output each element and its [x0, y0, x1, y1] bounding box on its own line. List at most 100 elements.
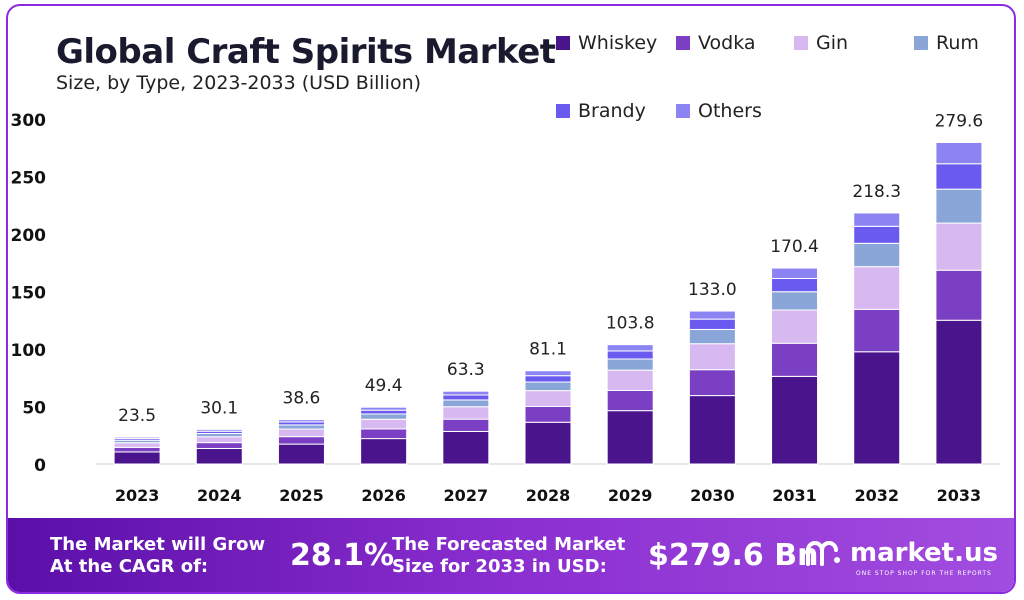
bar-segment-vodka [442, 418, 490, 432]
bar-total-label: 170.4 [770, 237, 819, 257]
x-tick-label: 2033 [937, 486, 982, 505]
bar-segment-brandy [442, 394, 490, 401]
cagr-label-line-1: The Market will Grow [50, 534, 266, 555]
bar-segment-vodka [113, 446, 161, 453]
legend-item-others: Others [676, 100, 762, 122]
legend-swatch-brandy [556, 104, 570, 118]
bar-segment-whiskey [442, 430, 490, 465]
x-tick-label: 2024 [197, 486, 242, 505]
y-tick-label: 0 [34, 456, 46, 476]
bar-segment-gin [524, 390, 572, 408]
y-tick-label: 50 [22, 399, 46, 419]
stacked-bar-chart: 0 50 100 150 200 250 300 23.5 2023 30.1 2024 38.6 20… [11, 111, 1000, 505]
legend-label-brandy: Brandy [578, 100, 646, 122]
bar-segment-gin [688, 343, 736, 371]
legend-item-whiskey: Whiskey [556, 32, 657, 54]
bar-segment-gin [771, 309, 819, 344]
market-us-logo-icon [806, 541, 840, 566]
legend-label-vodka: Vodka [698, 32, 756, 54]
bar-segment-rum [935, 188, 983, 224]
legend-item-brandy: Brandy [556, 100, 646, 122]
y-tick-label: 150 [11, 284, 47, 304]
bar-segment-rum [277, 424, 325, 430]
cagr-value: 28.1% [290, 538, 395, 573]
bar-segment-gin [195, 436, 243, 444]
bar-total-label: 38.6 [283, 389, 321, 409]
bar-segment-others [113, 436, 161, 439]
x-tick-label: 2029 [608, 486, 653, 505]
chart-subtitle: Size, by Type, 2023-2033 (USD Billion) [56, 72, 422, 94]
x-tick-label: 2026 [361, 486, 406, 505]
bar-segment-gin [442, 406, 490, 420]
forecast-label-line-1: The Forecasted Market [392, 534, 626, 555]
x-tick-label: 2030 [690, 486, 735, 505]
legend-label-gin: Gin [816, 32, 849, 54]
forecast-value: $279.6 Bn [648, 538, 819, 573]
legend-label-rum: Rum [936, 32, 979, 54]
bar-segment-rum [688, 328, 736, 345]
bar-segment-vodka [360, 428, 408, 440]
bar-segment-whiskey [853, 351, 901, 465]
legend-item-gin: Gin [794, 32, 848, 54]
bar-segment-rum [524, 381, 572, 392]
bar-segment-rum [606, 358, 654, 371]
legend-item-rum: Rum [914, 32, 979, 54]
bar-segment-others [853, 212, 901, 227]
bar-segment-gin [853, 266, 901, 310]
cagr-label-line-2: At the CAGR of: [50, 556, 209, 577]
bar-segment-brandy [688, 318, 736, 330]
forecast-label-line-2: Size for 2033 in USD: [392, 556, 607, 577]
legend-swatch-vodka [676, 36, 690, 50]
bar-segment-whiskey [195, 447, 243, 465]
bar-segment-vodka [277, 436, 325, 445]
bar-segment-others [360, 406, 408, 411]
bar-segment-brandy [853, 225, 901, 244]
y-tick-label: 300 [11, 111, 47, 131]
bar-segment-others [524, 370, 572, 377]
x-tick-label: 2028 [526, 486, 571, 505]
bar-segment-vodka [195, 442, 243, 449]
bar-segment-whiskey [360, 438, 408, 465]
bar-segment-vodka [688, 369, 736, 397]
bar-segment-rum [360, 413, 408, 420]
bar-total-label: 279.6 [935, 111, 984, 131]
bar-segment-whiskey [606, 410, 654, 465]
bar-segment-brandy [935, 163, 983, 190]
bar-segment-whiskey [771, 375, 819, 465]
bar-segment-others [606, 344, 654, 352]
bar-segment-whiskey [277, 443, 325, 465]
bar-segment-gin [360, 418, 408, 430]
chart-card: Global Craft Spirits Market Size, by Typ… [6, 4, 1016, 594]
bar-segment-vodka [524, 406, 572, 423]
x-tick-label: 2023 [115, 486, 160, 505]
bar-segment-rum [771, 291, 819, 311]
y-tick-label: 250 [11, 169, 47, 189]
bar-segment-brandy [524, 375, 572, 383]
bar-segment-others [935, 141, 983, 165]
bar-total-label: 23.5 [118, 406, 156, 426]
bar-segment-rum [442, 399, 490, 408]
forecast-label: The Forecasted Market Size for 2033 in U… [392, 534, 625, 578]
bar-total-label: 30.1 [200, 398, 238, 418]
bar-total-label: 49.4 [365, 376, 403, 396]
brand-logo: market.us [804, 538, 998, 568]
cagr-label: The Market will Grow At the CAGR of: [50, 534, 265, 578]
bar-segment-others [277, 419, 325, 423]
legend-label-others: Others [698, 100, 762, 122]
bar-segment-vodka [935, 269, 983, 321]
x-tick-label: 2027 [444, 486, 489, 505]
bar-segment-brandy [360, 409, 408, 415]
legend-item-vodka: Vodka [676, 32, 756, 54]
bar-segment-gin [935, 222, 983, 271]
footer-banner: The Market will Grow At the CAGR of: 28.… [8, 518, 1014, 592]
bar-segment-vodka [606, 389, 654, 412]
bar-segment-whiskey [688, 395, 736, 465]
bar-segment-brandy [606, 350, 654, 360]
x-tick-label: 2031 [772, 486, 817, 505]
bar-total-label: 133.0 [688, 280, 737, 300]
legend-label-whiskey: Whiskey [578, 32, 658, 54]
bar-total-label: 218.3 [852, 182, 901, 202]
bar-segment-others [771, 267, 819, 280]
bar-segment-whiskey [935, 319, 983, 465]
bar-segment-brandy [771, 278, 819, 293]
